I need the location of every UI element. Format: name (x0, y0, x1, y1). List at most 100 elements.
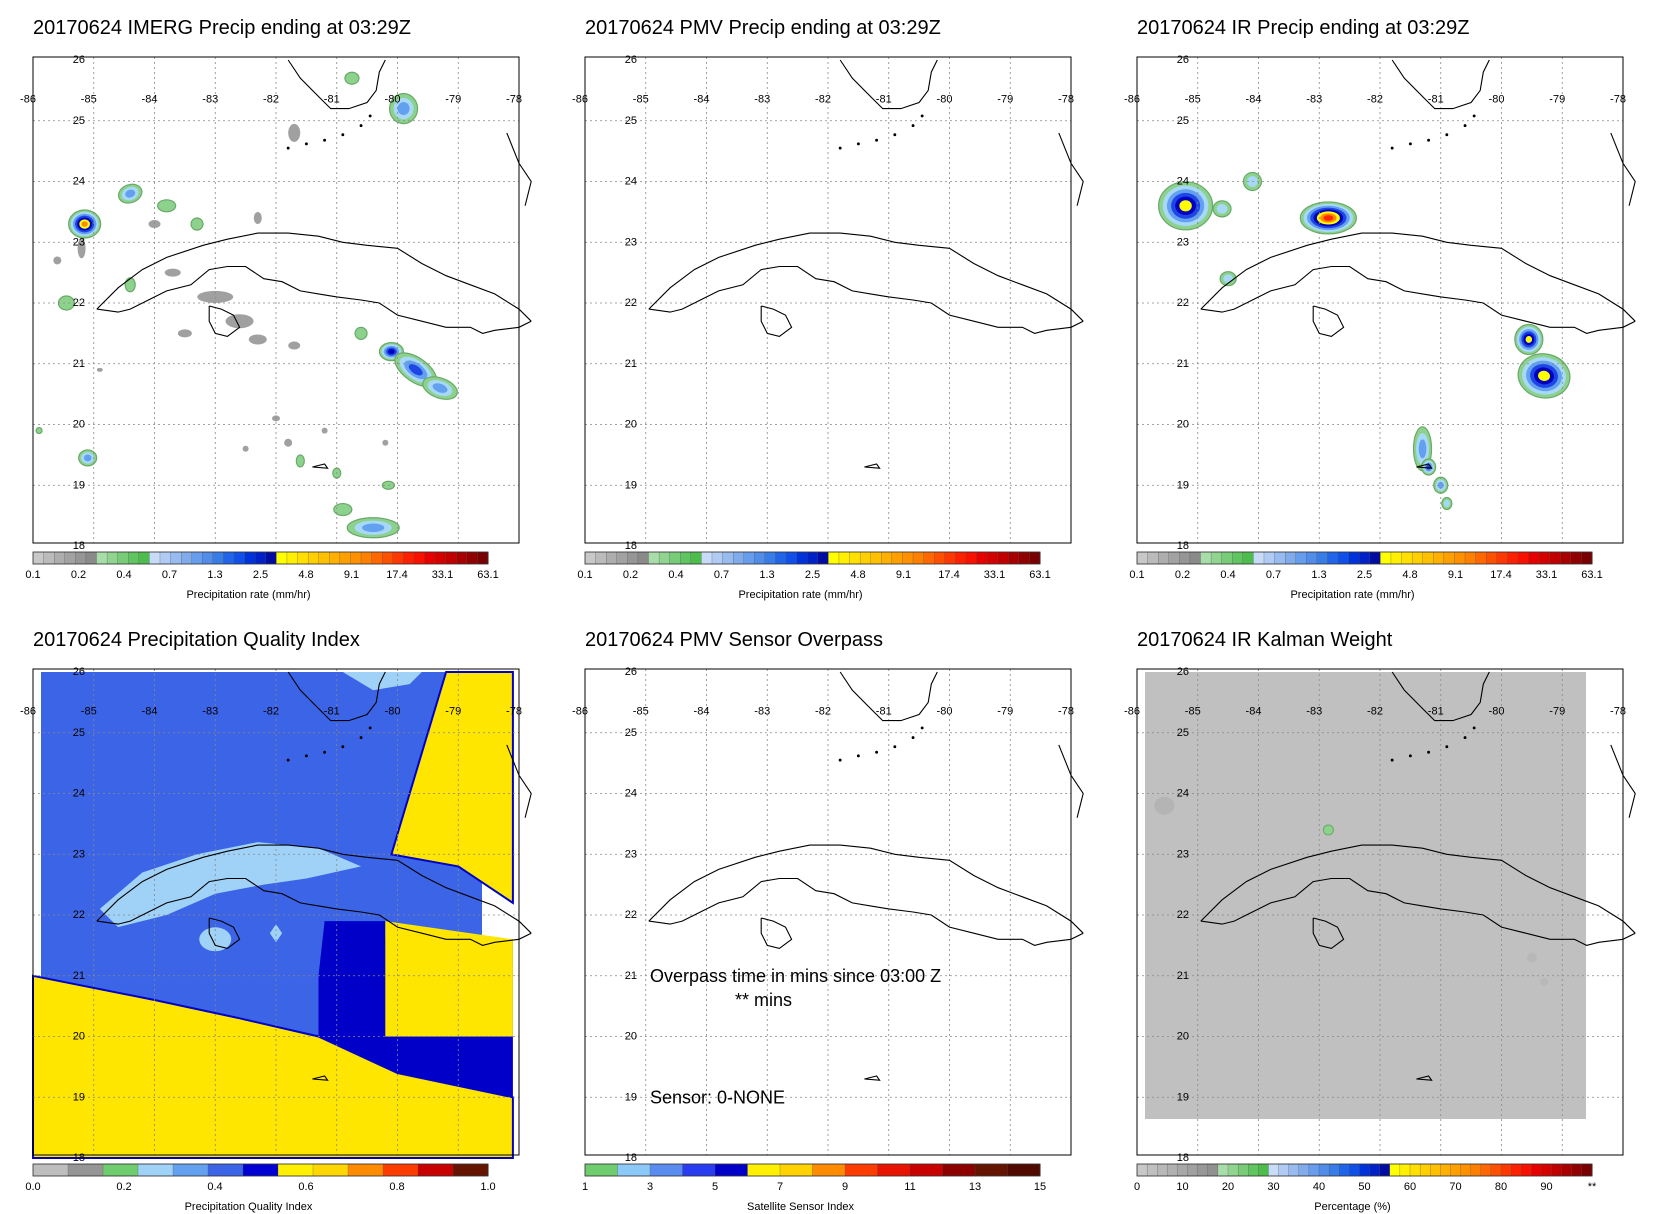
map-canvas: -86 -85 -84 -83 -82 -81 -80 -79 -78 26 25 24 23 22 21 2… (572, 666, 1084, 1164)
colorbar-swatch (1018, 551, 1030, 565)
lat-tick-label: 26 (625, 54, 637, 66)
colorbar-swatch (1433, 551, 1445, 565)
lat-tick-label: 22 (73, 909, 85, 921)
colorbar-swatch (1560, 551, 1572, 565)
colorbar-swatch (255, 551, 267, 565)
lat-tick-label: 18 (625, 540, 637, 552)
colorbar-tick-label: 9 (842, 1181, 848, 1193)
colorbar-swatch (616, 551, 628, 565)
colorbar-swatch (690, 551, 702, 565)
colorbar-swatch (1470, 1163, 1482, 1177)
precip-cell (344, 71, 360, 85)
lat-tick-label: 23 (1177, 848, 1189, 860)
lat-tick-label: 23 (73, 848, 85, 860)
lon-tick-label: -82 (1367, 94, 1383, 106)
lon-tick-label: -83 (754, 94, 770, 106)
colorbar-swatch (244, 551, 256, 565)
colorbar-swatch (318, 551, 330, 565)
map-frame (32, 668, 520, 1156)
lon-tick-label: -85 (633, 94, 649, 106)
colorbar-swatch (54, 551, 66, 565)
precip-cell (35, 426, 43, 435)
lat-lon-grid (585, 669, 1071, 1155)
colorbar-swatch (417, 1163, 454, 1177)
colorbar-swatch (1379, 1163, 1391, 1177)
colorbar-tick-label: 9.1 (896, 569, 911, 581)
colorbar-tick-label: 0.1 (577, 569, 592, 581)
lat-tick-label: 26 (1177, 54, 1189, 66)
colorbar-swatch (965, 551, 978, 565)
colorbar-swatch (43, 551, 55, 565)
lon-tick-label: -86 (1124, 94, 1140, 106)
colorbar-tick-label: 17.4 (938, 569, 959, 581)
colorbar-swatch (265, 551, 277, 565)
light-precip-patch (225, 314, 254, 329)
lat-tick-label: 22 (1177, 297, 1189, 309)
map-frame (584, 668, 1072, 1156)
colorbar-swatch (1248, 1163, 1259, 1177)
colorbar-swatch (1561, 1163, 1573, 1177)
kalman-patch (1540, 977, 1549, 986)
colorbar-swatch (32, 1163, 69, 1177)
lon-tick-label: -83 (202, 94, 218, 106)
precip-cell (190, 217, 204, 231)
colorbar-swatch (1490, 1163, 1502, 1177)
colorbar-swatch (849, 551, 861, 565)
colorbar-swatch (1359, 551, 1371, 565)
light-precip-patch (197, 290, 234, 303)
lat-tick-label: 26 (1177, 666, 1189, 678)
lon-tick-label: -83 (1306, 706, 1322, 718)
colorbar-swatch (785, 551, 798, 565)
colorbar-swatch (1316, 551, 1329, 565)
colorbar-tick-label: 63.1 (1029, 569, 1050, 581)
lon-tick-label: -83 (754, 706, 770, 718)
colorbar-swatch (1486, 551, 1498, 565)
map-canvas: -86 -85 -84 -83 -82 -81 -80 -79 -78 26 25 24 23 22 21 2… (572, 54, 1084, 552)
colorbar-swatch (754, 551, 766, 565)
lon-tick-label: -86 (572, 94, 588, 106)
colorbar-swatch (807, 551, 819, 565)
lat-tick-label: 20 (73, 1031, 85, 1043)
colorbar-swatch (445, 551, 457, 565)
colorbar-label: Satellite Sensor Index (747, 1201, 855, 1213)
light-precip-patch (253, 211, 262, 224)
colorbar-swatch (223, 551, 235, 565)
overpass-mins-label: ** mins (735, 990, 792, 1010)
light-precip-patch (242, 445, 249, 452)
colorbar-swatch (382, 1163, 419, 1177)
colorbar-swatch (170, 551, 182, 565)
lat-tick-label: 24 (1177, 176, 1189, 188)
colorbar-swatch (1197, 1163, 1209, 1177)
lat-tick-label: 19 (1177, 479, 1189, 491)
colorbar-swatch (1168, 551, 1180, 565)
colorbar-swatch (944, 551, 956, 565)
colorbar-swatch (466, 551, 478, 565)
lon-tick-label: -80 (1489, 706, 1505, 718)
kalman-patch (1526, 952, 1537, 963)
lon-tick-label: -81 (876, 94, 892, 106)
colorbar-swatch (1460, 1163, 1472, 1177)
colorbar-swatch (329, 551, 341, 565)
lon-tick-label: -85 (1185, 94, 1201, 106)
lon-tick-label: -80 (937, 94, 953, 106)
colorbar-swatch (1167, 1163, 1178, 1177)
lat-lon-grid (1137, 669, 1623, 1155)
colorbar-swatch (997, 551, 1009, 565)
lat-lon-grid (585, 57, 1071, 543)
lat-tick-label: 19 (73, 479, 85, 491)
colorbar-swatch (392, 551, 404, 565)
colorbar-swatch (452, 1163, 489, 1177)
precip-cell (1421, 458, 1437, 476)
colorbar-tick-label: 33.1 (1536, 569, 1557, 581)
colorbar-swatch (974, 1163, 1009, 1177)
colorbar-swatch (584, 551, 597, 565)
map-frame (1136, 56, 1624, 544)
map-canvas: -86 -85 -84 -83 -82 -81 -80 -79 -78 26 25 24 23 22 21 2… (1124, 666, 1636, 1164)
colorbar-swatch (1389, 1163, 1401, 1177)
lon-tick-label: -81 (876, 706, 892, 718)
colorbar-tick-label: 0.2 (1175, 569, 1190, 581)
colorbar-swatch (371, 551, 383, 565)
colorbar-swatch (403, 551, 415, 565)
